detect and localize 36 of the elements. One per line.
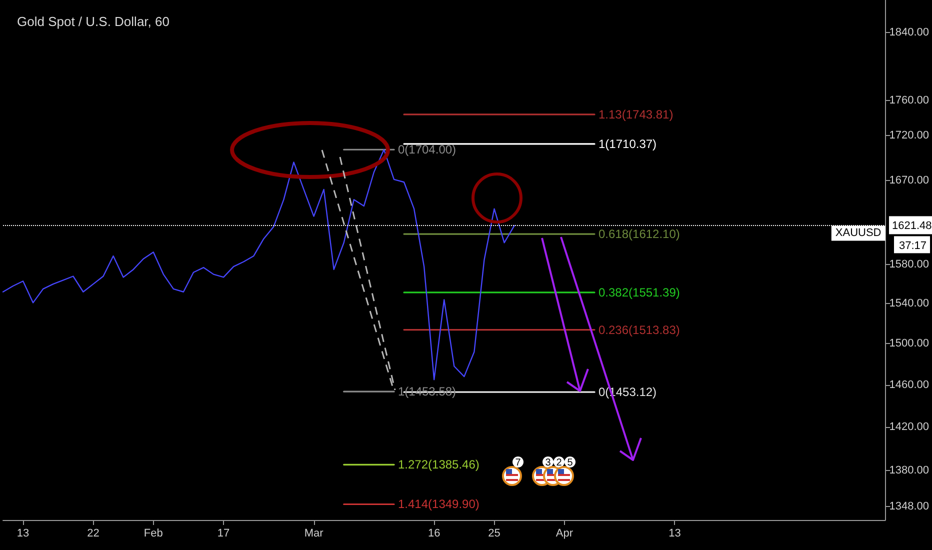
annotation: 3 [545, 458, 552, 468]
ref-line-label: XAUUSD [835, 227, 882, 240]
annotation: 5 [567, 458, 574, 468]
series-label: 1.272(1385.46) [398, 458, 480, 472]
series-label: 0.382(1551.39) [598, 285, 680, 300]
text: Gold Spot / U.S. Dollar, 60 [17, 14, 170, 29]
series-label: 1.414(1349.90) [398, 497, 480, 512]
x-tick-label: 13 [16, 528, 30, 540]
y-tick-label: 1420.00 [889, 421, 930, 434]
y-tick-label: 1460.00 [889, 378, 930, 391]
series-label: 1.13(1743.81) [598, 107, 674, 122]
x-tick-label: 13 [668, 528, 681, 540]
y-tick-label: 1840.00 [889, 26, 930, 39]
series-label: 1(1710.37) [598, 136, 657, 151]
x-tick-label: 16 [428, 528, 440, 540]
y-tick-label: 1348.00 [889, 500, 930, 512]
x-tick-label: Mar [304, 528, 324, 540]
y-tick-label: 1540.00 [889, 298, 930, 310]
text: 1621.48 [892, 220, 932, 232]
x-tick-label: 22 [87, 528, 100, 540]
y-tick-label: 1380.00 [889, 464, 930, 477]
x-tick-label: Feb [144, 528, 163, 540]
x-tick-label: Apr [556, 528, 574, 540]
series-label: 0(1704.00) [398, 142, 456, 157]
y-tick-label: 1760.00 [889, 94, 930, 106]
annotation: 7 [515, 458, 522, 468]
annotation: 2 [556, 458, 562, 468]
y-tick-label: 1670.00 [889, 174, 930, 186]
series-label: 0.236(1513.83) [598, 322, 680, 337]
x-tick-label: 17 [217, 528, 230, 540]
y-tick-label: 1720.00 [889, 129, 930, 142]
text: 37:17 [899, 240, 927, 252]
series-label: 0.618(1612.10) [598, 227, 680, 242]
x-tick-label: 25 [488, 528, 500, 540]
y-tick-label: 1500.00 [889, 338, 930, 350]
y-tick-label: 1580.00 [889, 258, 930, 271]
